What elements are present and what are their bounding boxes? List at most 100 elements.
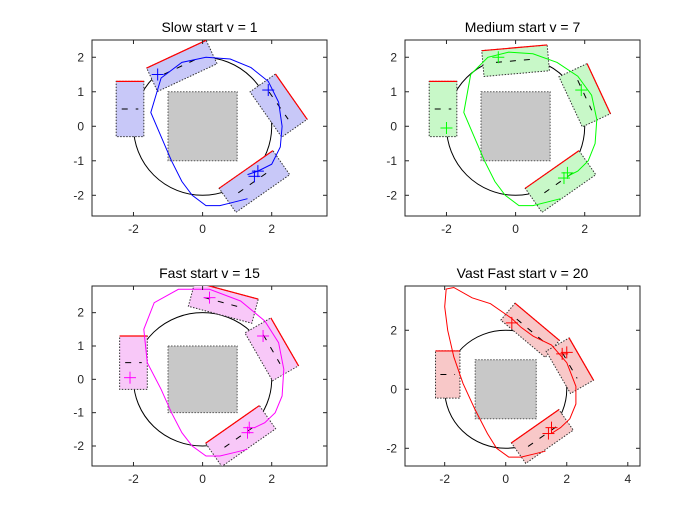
subplot-title: Vast Fast start v = 20 [457, 265, 589, 281]
x-tick-label: 2 [563, 472, 570, 486]
trajectory-line [150, 56, 283, 207]
y-tick-label: -2 [73, 439, 84, 453]
trajectory-marker [262, 84, 275, 97]
trajectory-marker [545, 421, 558, 434]
trajectory-marker [203, 291, 216, 304]
plot-area [435, 286, 595, 465]
plot-area [115, 40, 308, 214]
vehicle-axis [224, 424, 258, 448]
vehicle-1 [435, 350, 461, 399]
trajectory-marker [556, 347, 569, 360]
x-tick-label: -2 [439, 472, 450, 486]
x-tick-label: -2 [128, 222, 139, 236]
x-tick-label: 2 [268, 472, 275, 486]
vehicle-body [119, 335, 148, 390]
trajectory-line [143, 288, 285, 457]
trajectory-line [463, 51, 598, 207]
vehicle-edge [586, 63, 612, 114]
plot-area [428, 44, 612, 214]
trajectory-marker [557, 172, 570, 185]
vehicle-axis [577, 79, 593, 111]
trajectory-marker [492, 51, 505, 64]
vehicle-2 [187, 286, 259, 324]
vehicle-4 [204, 404, 277, 466]
x-tick-label: 4 [624, 472, 631, 486]
y-tick-label: 2 [390, 323, 397, 337]
y-tick-label: 0 [77, 119, 84, 133]
vehicle-axis [262, 334, 281, 364]
trajectory-marker [241, 426, 254, 439]
y-tick-label: -1 [73, 406, 84, 420]
vehicle-axis [562, 352, 578, 379]
vehicle-1 [428, 80, 458, 138]
vehicle-edge [270, 317, 300, 367]
y-tick-label: 0 [390, 119, 397, 133]
subplot-title: Medium start v = 7 [465, 19, 581, 35]
vehicle-edge [481, 44, 548, 52]
y-tick-label: 2 [390, 50, 397, 64]
obstacle-box [474, 359, 537, 420]
y-tick-label: 1 [77, 85, 84, 99]
vehicle-axis [204, 297, 243, 309]
vehicle-edge [274, 73, 308, 120]
subplot-4: -2 0 2 4 -2 0 2 Vast Fast start v = 20 [386, 265, 641, 486]
subplot-title: Slow start v = 1 [161, 19, 257, 35]
x-tick-label: 2 [268, 222, 275, 236]
vehicle-axis [495, 58, 536, 63]
vehicle-edge [568, 337, 595, 381]
y-tick-label: 1 [390, 85, 397, 99]
trajectory-marker [505, 316, 518, 329]
obstacle-box [167, 345, 238, 414]
x-tick-label: -2 [441, 222, 452, 236]
x-tick-label: 0 [199, 222, 206, 236]
plot-area [119, 286, 300, 466]
vehicle-edge [146, 40, 207, 69]
vehicle-edge [205, 405, 260, 444]
trajectory-marker [243, 421, 256, 434]
y-tick-label: 2 [77, 306, 84, 320]
vehicle-body [428, 80, 458, 138]
x-tick-label: 0 [502, 472, 509, 486]
vehicle-3 [558, 62, 612, 128]
y-tick-label: 2 [77, 50, 84, 64]
trajectory-marker [151, 68, 164, 81]
trajectory-marker [257, 330, 270, 342]
vehicle-edge [514, 302, 560, 341]
x-tick-label: 2 [581, 222, 588, 236]
trajectory-marker [124, 371, 137, 384]
obstacle-box [480, 91, 551, 162]
subplot-title: Fast start v = 15 [159, 265, 260, 281]
vehicle-body [115, 80, 145, 138]
trajectory-marker [561, 166, 574, 179]
trajectory-marker [542, 427, 555, 440]
y-tick-label: 0 [77, 372, 84, 386]
trajectory-marker [575, 84, 588, 97]
trajectory-marker [560, 346, 573, 359]
vehicle-1 [119, 335, 148, 390]
vehicle-edge [511, 409, 560, 444]
y-tick-label: -1 [386, 154, 397, 168]
y-tick-label: -1 [73, 154, 84, 168]
x-tick-label: 0 [512, 222, 519, 236]
trajectory-line [444, 286, 577, 458]
vehicle-3 [244, 317, 300, 382]
trajectory-marker [440, 122, 453, 134]
x-tick-label: 0 [199, 472, 206, 486]
vehicle-body [435, 350, 461, 399]
y-tick-label: -2 [386, 441, 397, 455]
vehicle-4 [510, 408, 574, 465]
x-tick-label: -2 [128, 472, 139, 486]
subplot-1: -2 0 2 -2 -1 0 1 2 Slow start v = 1 [73, 19, 328, 236]
trajectory-marker [251, 165, 264, 178]
vehicle-axis [516, 318, 544, 342]
y-tick-label: -2 [73, 188, 84, 202]
y-tick-label: -2 [386, 188, 397, 202]
vehicle-2 [145, 40, 218, 93]
vehicle-1 [115, 80, 145, 138]
vehicle-edge [194, 286, 259, 300]
y-tick-label: 1 [77, 339, 84, 353]
subplot-3: -2 0 2 -2 -1 0 1 2 Fast start v = 15 [73, 265, 328, 486]
obstacle-box [167, 91, 238, 162]
y-tick-label: 0 [390, 382, 397, 396]
